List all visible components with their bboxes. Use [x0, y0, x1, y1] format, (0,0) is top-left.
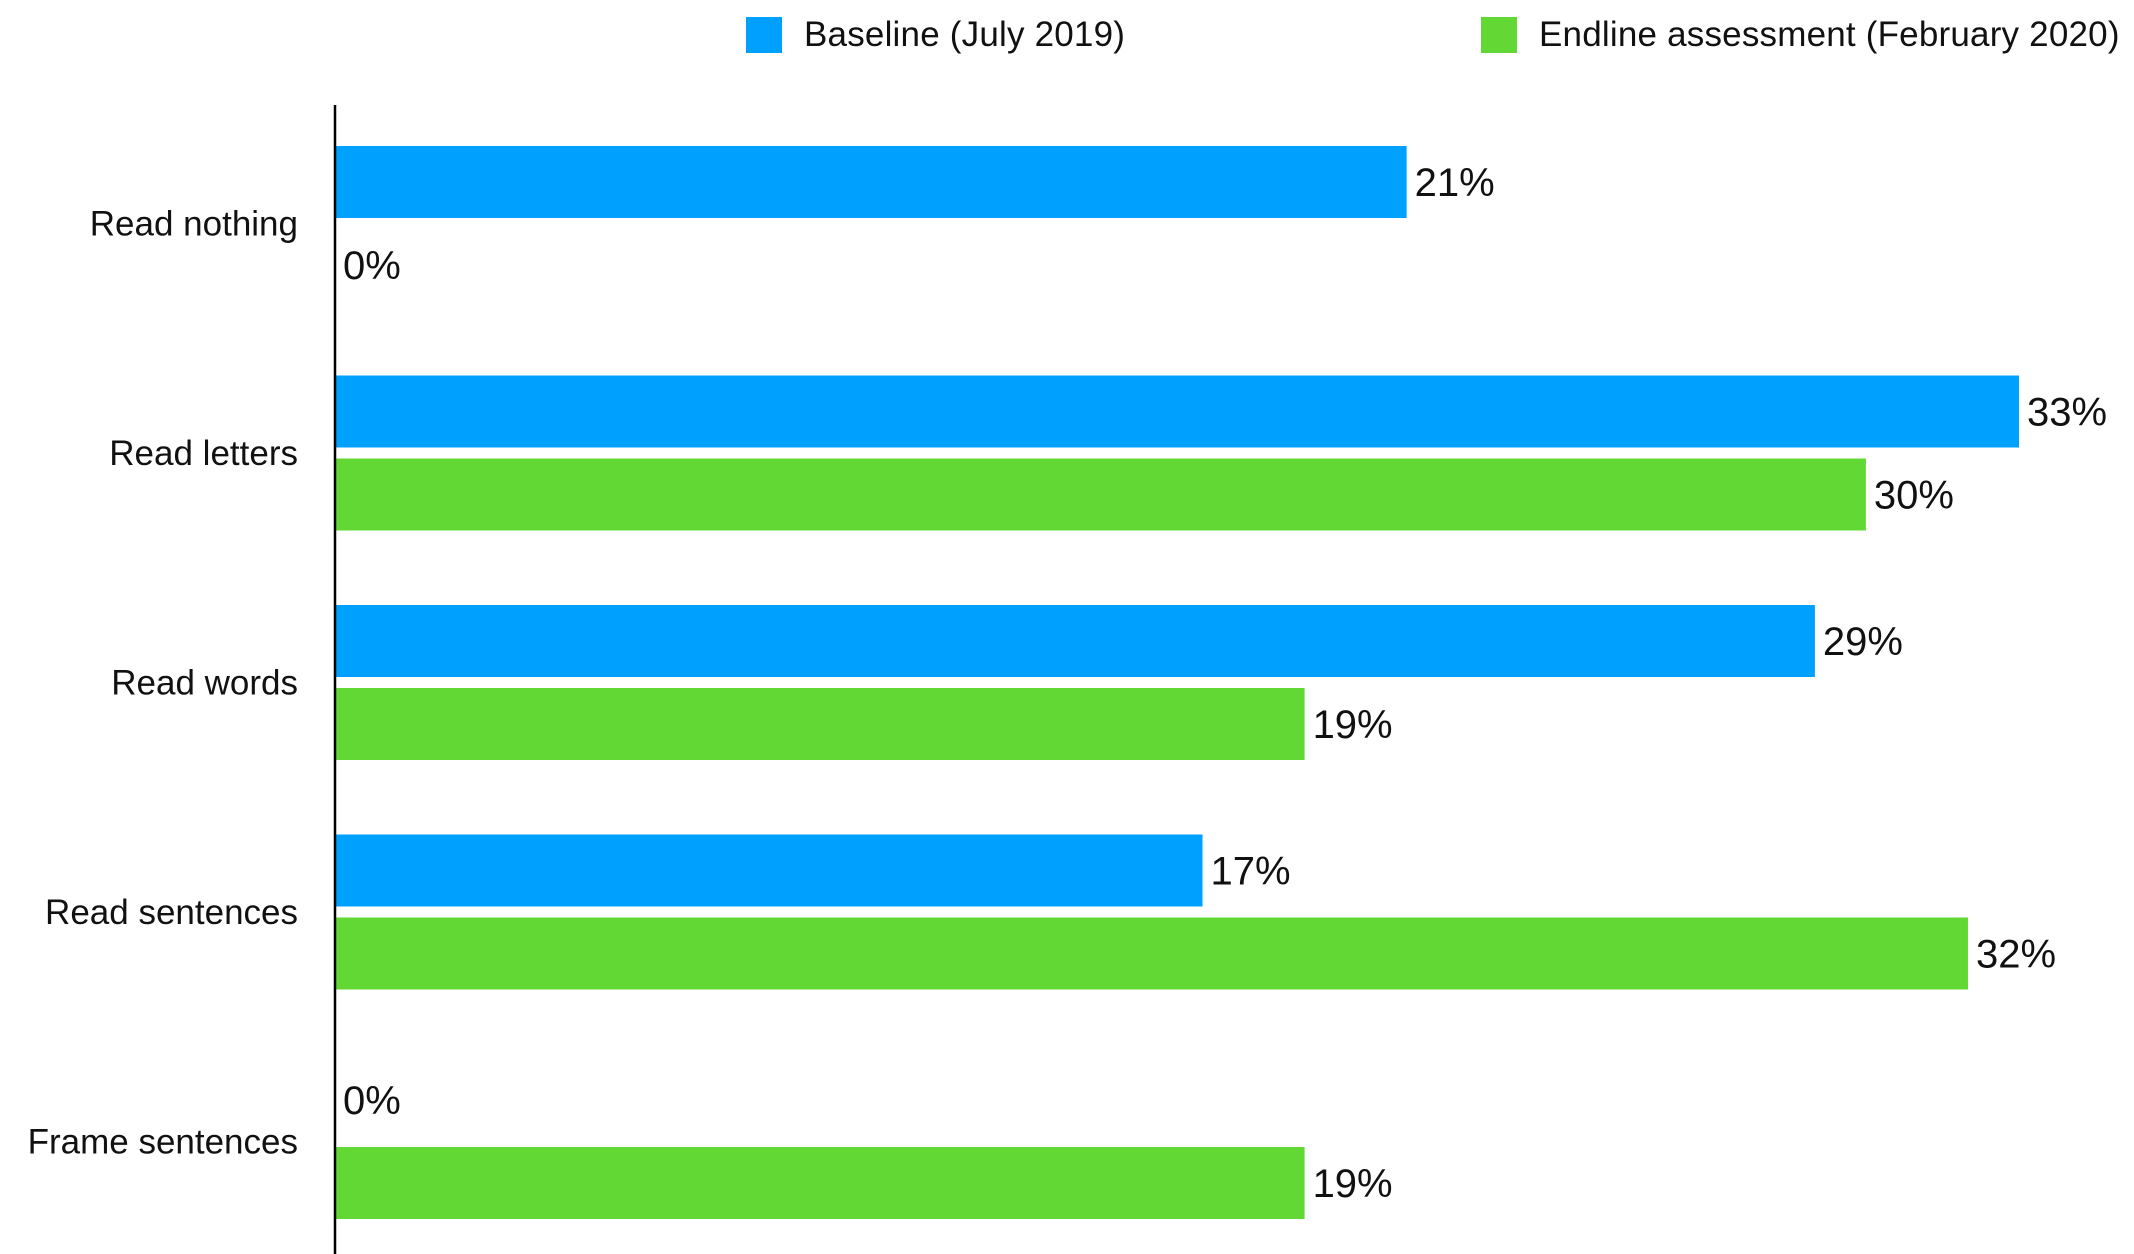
value-label-baseline-frame-sentences: 0% [343, 1079, 401, 1123]
bar-layer [335, 146, 2019, 1219]
value-label-baseline-read-words: 29% [1823, 620, 1903, 664]
chart-legend: Baseline (July 2019) Endline assessment … [0, 10, 2134, 60]
bar-endline-frame-sentences [335, 1147, 1305, 1219]
category-label-read-nothing: Read nothing [90, 205, 298, 244]
value-label-baseline-read-letters: 33% [2027, 391, 2107, 435]
value-label-endline-read-nothing: 0% [343, 244, 401, 288]
category-label-read-words: Read words [111, 664, 298, 703]
bar-endline-read-letters [335, 458, 1866, 531]
value-label-endline-read-words: 19% [1313, 703, 1393, 747]
bar-baseline-read-sentences [335, 834, 1203, 907]
legend-swatch-endline [1481, 17, 1517, 53]
legend-label-endline: Endline assessment (February 2020) [1539, 15, 2120, 54]
legend-item-endline: Endline assessment (February 2020) [1481, 10, 2120, 60]
value-label-endline-read-letters: 30% [1874, 474, 1954, 518]
value-labels: 21% 0% 33% 30% 29% 19% 17% 32% 0% 19% [343, 161, 2107, 1206]
bar-endline-read-sentences [335, 917, 1968, 990]
legend-label-baseline: Baseline (July 2019) [804, 15, 1126, 54]
value-label-endline-frame-sentences: 19% [1313, 1162, 1393, 1206]
category-label-read-sentences: Read sentences [45, 893, 298, 932]
bar-baseline-read-letters [335, 375, 2019, 448]
category-label-read-letters: Read letters [109, 434, 298, 473]
legend-item-baseline: Baseline (July 2019) [746, 10, 1125, 60]
value-label-baseline-read-sentences: 17% [1211, 850, 1291, 894]
bar-endline-read-words [335, 688, 1305, 760]
legend-swatch-baseline [746, 17, 782, 53]
value-label-baseline-read-nothing: 21% [1415, 161, 1495, 205]
category-labels: Read nothing Read letters Read words Read s… [28, 205, 298, 1162]
value-label-endline-read-sentences: 32% [1976, 933, 2056, 977]
category-label-frame-sentences: Frame sentences [28, 1123, 298, 1162]
bar-baseline-read-words [335, 605, 1815, 677]
bar-baseline-read-nothing [335, 146, 1407, 218]
